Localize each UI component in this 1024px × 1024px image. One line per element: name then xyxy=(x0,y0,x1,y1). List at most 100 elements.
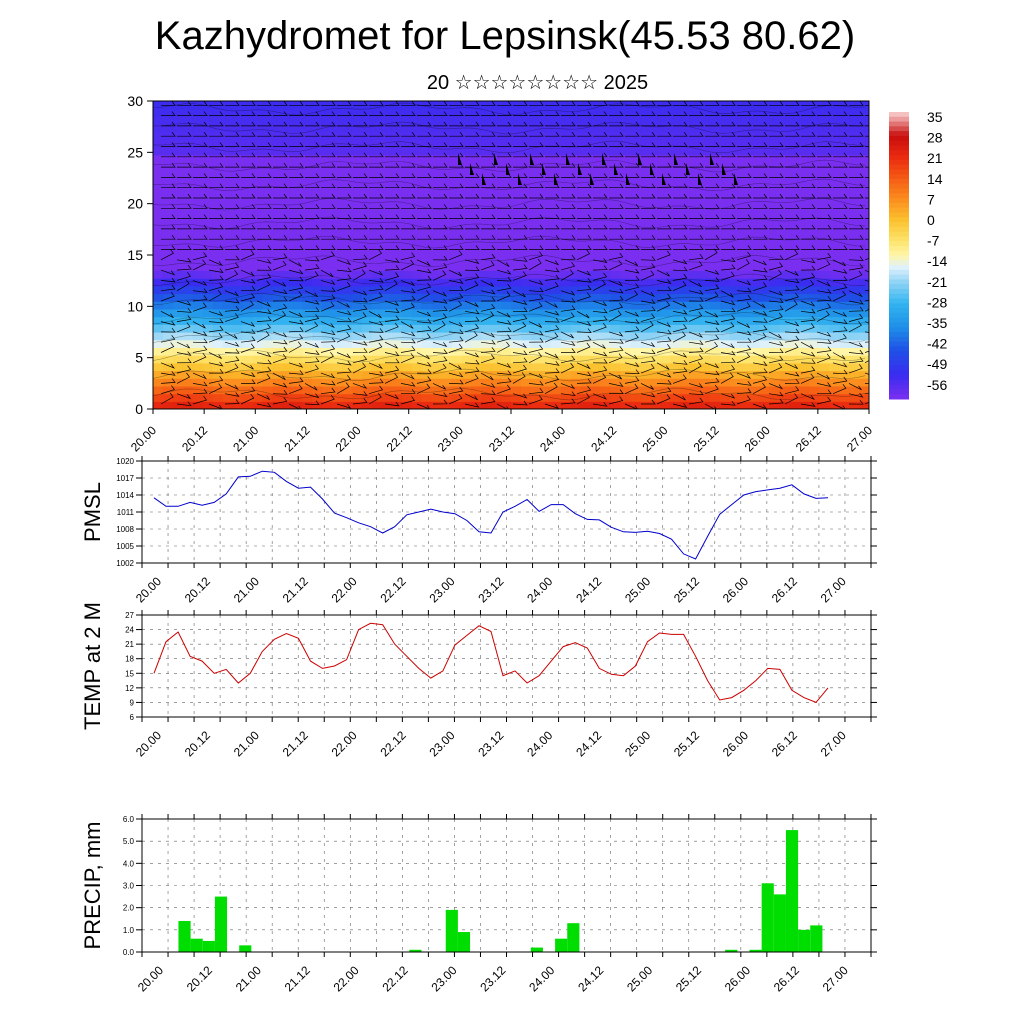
precip-bar xyxy=(409,949,422,952)
wind-barb xyxy=(817,234,832,240)
temperature-cell xyxy=(630,270,641,279)
temperature-cell xyxy=(282,339,293,348)
wind-barb xyxy=(289,111,304,116)
temperature-cell xyxy=(590,154,602,164)
temperature-cell xyxy=(829,216,840,225)
x-tick-label: 23.00 xyxy=(426,728,457,759)
temperature-cell xyxy=(739,108,751,117)
temperature-cell xyxy=(451,147,462,156)
temperature-cell xyxy=(859,278,869,287)
temperature-cell xyxy=(431,178,442,187)
temperature-cell xyxy=(739,393,751,402)
temperature-cell xyxy=(481,231,492,241)
temperature-cell xyxy=(670,393,681,402)
temperature-cell xyxy=(162,347,174,356)
temperature-cell xyxy=(481,185,492,194)
temperature-cell xyxy=(570,362,582,372)
wind-barb xyxy=(769,224,784,230)
temperature-cell xyxy=(232,316,244,325)
wind-barb xyxy=(609,162,624,168)
temperature-cell xyxy=(560,154,572,164)
temperature-cell xyxy=(272,124,283,133)
wind-barb xyxy=(432,341,448,347)
wind-barb xyxy=(353,162,368,168)
temperature-cell xyxy=(282,324,293,333)
wind-barb xyxy=(656,293,672,302)
temperature-cell xyxy=(252,139,263,148)
wind-barb xyxy=(385,121,400,127)
wind-barb xyxy=(833,234,848,240)
temperature-cell xyxy=(560,355,572,364)
temperature-cell xyxy=(859,108,869,117)
wind-barb xyxy=(561,234,576,240)
wind-barb xyxy=(464,273,480,281)
wind-barb xyxy=(753,193,768,199)
temperature-cell xyxy=(650,224,661,233)
temperature-cell xyxy=(819,170,830,179)
temperature-cell xyxy=(252,347,263,356)
temperature-cell xyxy=(351,147,363,156)
temperature-cell xyxy=(839,362,850,372)
temperature-cell xyxy=(381,147,393,156)
temperature-cell xyxy=(670,301,681,310)
temperature-cell xyxy=(709,147,721,156)
temperature-cell xyxy=(550,255,562,264)
wind-barb xyxy=(320,330,336,336)
temperature-cell xyxy=(421,355,433,364)
temperature-cell xyxy=(739,247,751,256)
wind-barb xyxy=(737,224,752,230)
temperature-cell xyxy=(550,216,562,225)
temperature-cell xyxy=(182,208,194,218)
temperature-cell xyxy=(580,255,592,264)
temperature-cell xyxy=(222,285,234,295)
wind-barb xyxy=(240,278,256,284)
temperature-cell xyxy=(650,101,661,110)
temperature-cell xyxy=(371,108,383,117)
wind-barb xyxy=(545,173,560,178)
temperature-cell xyxy=(322,216,333,225)
temperature-cell xyxy=(699,139,711,148)
temperature-cell xyxy=(789,170,800,179)
wind-barb xyxy=(305,131,320,137)
wind-barb xyxy=(225,255,240,261)
wind-barb xyxy=(785,142,800,147)
wind-barb xyxy=(432,399,448,405)
x-tick-label: 20.12 xyxy=(184,963,215,994)
temperature-cell xyxy=(312,324,323,333)
temperature-cell xyxy=(570,208,582,218)
temperature-cell xyxy=(252,270,263,279)
temperature-cell xyxy=(222,332,234,341)
temperature-cell xyxy=(670,231,681,241)
temperature-cell xyxy=(262,262,273,271)
temperature-cell xyxy=(431,201,442,210)
temperature-cell xyxy=(570,262,582,271)
temperature-cell xyxy=(322,147,333,156)
colorbar-band xyxy=(889,336,909,343)
temperature-cell xyxy=(451,316,462,325)
wind-barb xyxy=(656,379,672,385)
temperature-cell xyxy=(162,278,174,287)
wind-barb xyxy=(641,111,656,116)
wind-barb xyxy=(560,312,575,322)
temperature-cell xyxy=(332,278,343,287)
y-tick-label: 15 xyxy=(125,669,134,678)
temperature-cell xyxy=(839,270,850,279)
wind-barb xyxy=(560,362,575,374)
wind-barb xyxy=(480,339,496,345)
temperature-cell xyxy=(312,285,323,295)
temperature-cell xyxy=(670,201,681,210)
temperature-cell xyxy=(381,178,393,187)
temperature-cell xyxy=(699,370,711,379)
temperature-cell xyxy=(819,224,830,233)
temperature-cell xyxy=(451,370,462,379)
wind-barb xyxy=(817,121,832,127)
temperature-cell xyxy=(361,231,373,241)
temperature-cell xyxy=(829,170,840,179)
temperature-cell xyxy=(192,193,204,202)
wind-barb xyxy=(225,204,240,209)
temperature-cell xyxy=(849,139,860,148)
temperature-cell xyxy=(351,301,363,310)
wind-barb xyxy=(609,142,624,147)
temperature-cell xyxy=(172,308,184,318)
wind-barb xyxy=(304,383,318,391)
